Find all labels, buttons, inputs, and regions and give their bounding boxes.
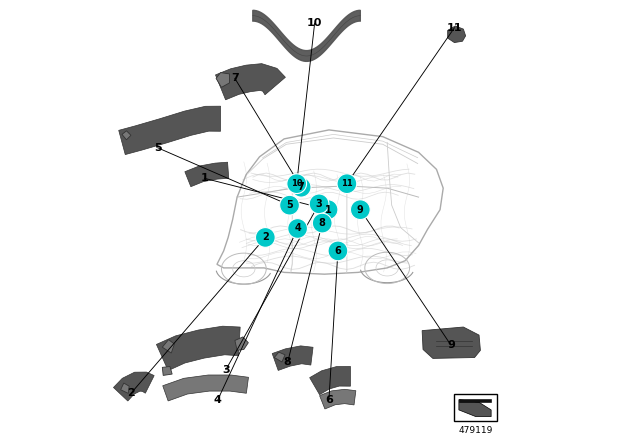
- Text: 9: 9: [447, 340, 455, 350]
- Circle shape: [328, 241, 348, 261]
- Text: 2: 2: [262, 233, 269, 242]
- Polygon shape: [156, 326, 240, 370]
- Text: 6: 6: [325, 395, 333, 405]
- Text: 7: 7: [231, 73, 239, 83]
- Polygon shape: [448, 26, 465, 43]
- Polygon shape: [163, 340, 174, 353]
- Polygon shape: [459, 399, 491, 402]
- Polygon shape: [253, 10, 360, 61]
- Text: 4: 4: [214, 395, 222, 405]
- Text: 10: 10: [307, 18, 323, 28]
- Text: 1: 1: [200, 173, 208, 183]
- Polygon shape: [272, 346, 313, 370]
- Polygon shape: [459, 400, 491, 417]
- Polygon shape: [275, 352, 285, 362]
- Circle shape: [255, 228, 275, 247]
- Text: 5: 5: [154, 143, 162, 153]
- Polygon shape: [216, 64, 285, 100]
- Polygon shape: [120, 383, 129, 393]
- Polygon shape: [422, 327, 481, 358]
- Circle shape: [287, 174, 307, 194]
- Circle shape: [312, 213, 332, 233]
- Polygon shape: [163, 375, 248, 401]
- Circle shape: [337, 174, 356, 194]
- Bar: [454, 394, 497, 421]
- Polygon shape: [185, 162, 228, 187]
- Text: 4: 4: [294, 224, 301, 233]
- Text: 6: 6: [335, 246, 341, 256]
- Text: 479119: 479119: [458, 426, 493, 435]
- Polygon shape: [163, 366, 172, 375]
- Polygon shape: [235, 337, 248, 350]
- Circle shape: [288, 219, 307, 238]
- Text: 1: 1: [324, 205, 332, 215]
- Polygon shape: [118, 106, 221, 155]
- Text: 7: 7: [298, 182, 305, 192]
- Circle shape: [280, 195, 300, 215]
- Text: 11: 11: [447, 23, 462, 33]
- Polygon shape: [319, 389, 356, 409]
- Text: 10: 10: [291, 179, 303, 188]
- Circle shape: [309, 194, 329, 214]
- Text: 5: 5: [286, 200, 293, 210]
- Circle shape: [318, 200, 338, 220]
- Polygon shape: [310, 366, 351, 395]
- Text: 3: 3: [222, 365, 230, 375]
- Text: 8: 8: [284, 357, 292, 367]
- Polygon shape: [216, 73, 230, 87]
- Text: 8: 8: [319, 218, 326, 228]
- Polygon shape: [113, 372, 154, 401]
- Circle shape: [351, 200, 370, 220]
- Text: 9: 9: [357, 205, 364, 215]
- Text: 2: 2: [127, 388, 135, 398]
- Polygon shape: [122, 131, 131, 140]
- Text: 11: 11: [341, 179, 353, 188]
- Text: 3: 3: [316, 199, 323, 209]
- Circle shape: [291, 177, 311, 197]
